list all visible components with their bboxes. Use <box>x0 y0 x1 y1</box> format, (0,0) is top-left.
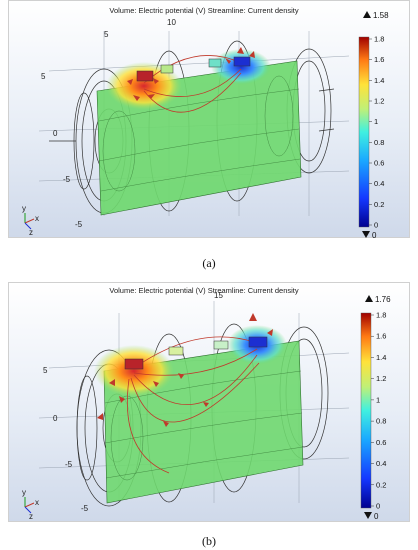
svg-text:z: z <box>29 512 33 521</box>
colorbar-tick-label: 1.6 <box>374 55 384 64</box>
colorbar-min-label: 0 <box>374 512 379 521</box>
electrode-cold <box>248 336 268 348</box>
electrode-3 <box>213 340 229 350</box>
colorbar-tick-label: 0.6 <box>376 438 386 447</box>
tick-left-3: -5 <box>75 220 83 229</box>
svg-text:y: y <box>22 204 26 213</box>
colorbar-tick-label: 0 <box>376 502 380 511</box>
tick-top-0: 15 <box>214 291 223 300</box>
electrode-hot <box>136 70 154 82</box>
colorbar-tick-label: 0.8 <box>376 417 386 426</box>
tick-left-2: -5 <box>63 175 71 184</box>
tick-left-0: 5 <box>41 72 46 81</box>
colorbar-min-label: 0 <box>372 231 377 239</box>
streamlines <box>143 55 242 113</box>
max-triangle-icon <box>365 295 373 302</box>
colorbar-tick-label: 1.6 <box>376 332 386 341</box>
colorbar-tick-label: 0.2 <box>376 480 386 489</box>
axes-triad-icon: y x z <box>22 204 39 237</box>
figure-panel-a: Volume: Electric potential (V) Streamlin… <box>8 0 410 239</box>
colorbar-max-label: 1.76 <box>375 295 391 304</box>
colorbar-tick-label: 0.4 <box>376 459 386 468</box>
svg-text:x: x <box>35 498 39 507</box>
electrodes <box>136 56 251 82</box>
colorbar-tick-label: 1 <box>374 117 378 126</box>
min-triangle-icon <box>362 231 370 238</box>
figure-panel-b: Volume: Electric potential (V) Streamlin… <box>8 282 410 522</box>
tick-left-1: 0 <box>53 414 58 423</box>
colorbar-tick-label: 1.8 <box>374 35 384 44</box>
electrode-2 <box>168 346 184 356</box>
colorbar-tick-label: 1.2 <box>374 97 384 106</box>
colorbar-tick-label: 1.8 <box>376 311 386 320</box>
hot-zone <box>106 62 182 110</box>
colorbar-tick-label: 0.4 <box>374 179 384 188</box>
body-contours <box>98 75 301 192</box>
current-arrows <box>97 313 273 427</box>
tick-top-1: 10 <box>167 18 176 27</box>
colorbar-tick-label: 1 <box>376 395 380 404</box>
caption-a: (a) <box>202 256 216 270</box>
plot-title: Volume: Electric potential (V) Streamlin… <box>109 6 298 15</box>
max-triangle-icon <box>363 11 371 18</box>
tick-top-0: 5 <box>104 30 109 39</box>
hot-zone <box>94 345 174 397</box>
min-triangle-icon <box>364 512 372 519</box>
axes-triad-icon: y x z <box>22 488 39 521</box>
colorbar: 1.76 0 1.8 1.6 1.4 1.2 1 0.8 0.6 0.4 0.2 0 <box>360 295 391 521</box>
svg-text:z: z <box>29 228 33 237</box>
colorbar-tick-label: 0.2 <box>374 200 384 209</box>
tick-left-2: -5 <box>65 460 73 469</box>
colorbar-tick-label: 0 <box>374 221 378 230</box>
colorbar-tick-label: 0.6 <box>374 159 384 168</box>
electrodes <box>124 336 268 370</box>
simulation-plot-a: Volume: Electric potential (V) Streamlin… <box>22 6 389 239</box>
colorbar: 1.58 0 1.8 1.6 1.4 1.2 1 0.8 0.6 0.4 0.2 0 <box>358 11 389 239</box>
simulation-plot-b: Volume: Electric potential (V) Streamlin… <box>22 286 391 521</box>
colorbar-tick-label: 1.4 <box>374 76 384 85</box>
electrode-3 <box>208 58 222 68</box>
tick-left-3: -5 <box>81 504 89 513</box>
colorbar-tick-label: 1.4 <box>376 353 386 362</box>
colorbar-tick-label: 0.8 <box>374 138 384 147</box>
body-contours <box>104 370 304 481</box>
current-arrows <box>127 47 255 101</box>
tick-left-0: 5 <box>43 366 48 375</box>
streamlines <box>126 336 260 474</box>
electrode-2 <box>160 64 174 74</box>
electrode-cold <box>233 56 251 67</box>
svg-text:x: x <box>35 214 39 223</box>
colorbar-max-label: 1.58 <box>373 11 389 20</box>
colorbar-tick-label: 1.2 <box>376 374 386 383</box>
tick-left-1: 0 <box>53 129 58 138</box>
plot-title: Volume: Electric potential (V) Streamlin… <box>109 286 298 295</box>
caption-b: (b) <box>202 534 216 548</box>
electrode-hot <box>124 358 144 370</box>
svg-text:y: y <box>22 488 26 497</box>
